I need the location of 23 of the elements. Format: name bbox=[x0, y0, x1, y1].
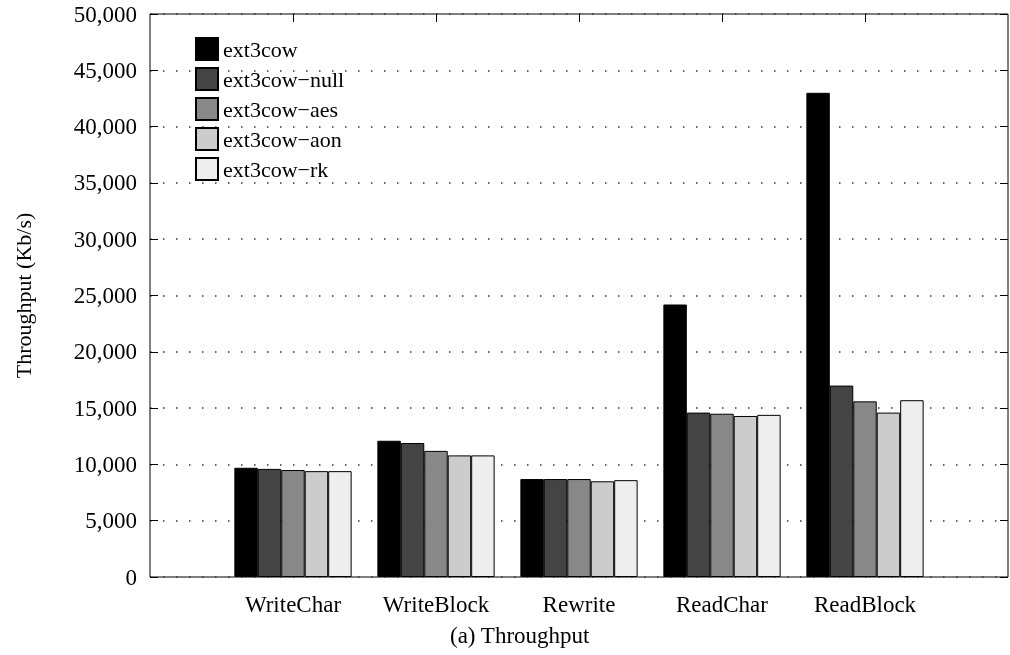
y-tick-label: 10,000 bbox=[73, 451, 137, 477]
text: (a) Throughput bbox=[450, 623, 591, 648]
y-tick-label: 40,000 bbox=[73, 114, 137, 140]
y-tick-label: 50,000 bbox=[73, 1, 137, 27]
y-tick-label: 25,000 bbox=[73, 283, 137, 308]
y-tick-label: 5,000 bbox=[85, 508, 137, 534]
y-tick-label: 35,000 bbox=[73, 170, 137, 196]
legend-label: ext3cow−aon bbox=[223, 126, 342, 152]
y-axis-title: Throughput (Kb/s) bbox=[10, 212, 36, 379]
legend-label: ext3cow bbox=[223, 36, 298, 62]
y-tick-label: 45,000 bbox=[73, 57, 137, 83]
y-tick-label: 0 bbox=[125, 564, 137, 590]
x-tick-label: WriteBlock bbox=[382, 592, 490, 617]
x-tick-label: ReadBlock bbox=[813, 592, 917, 617]
y-tick-label: 15,000 bbox=[73, 395, 137, 421]
legend-label: ext3cow−null bbox=[223, 66, 345, 92]
y-tick-label: 30,000 bbox=[73, 226, 137, 252]
legend-label: ext3cow−aes bbox=[223, 96, 339, 122]
x-tick-label: WriteChar bbox=[244, 592, 342, 617]
x-tick-label: ReadChar bbox=[676, 592, 769, 617]
legend-label: ext3cow−rk bbox=[223, 156, 329, 182]
x-tick-label: Rewrite bbox=[542, 592, 616, 617]
y-tick-label: 20,000 bbox=[73, 339, 137, 365]
